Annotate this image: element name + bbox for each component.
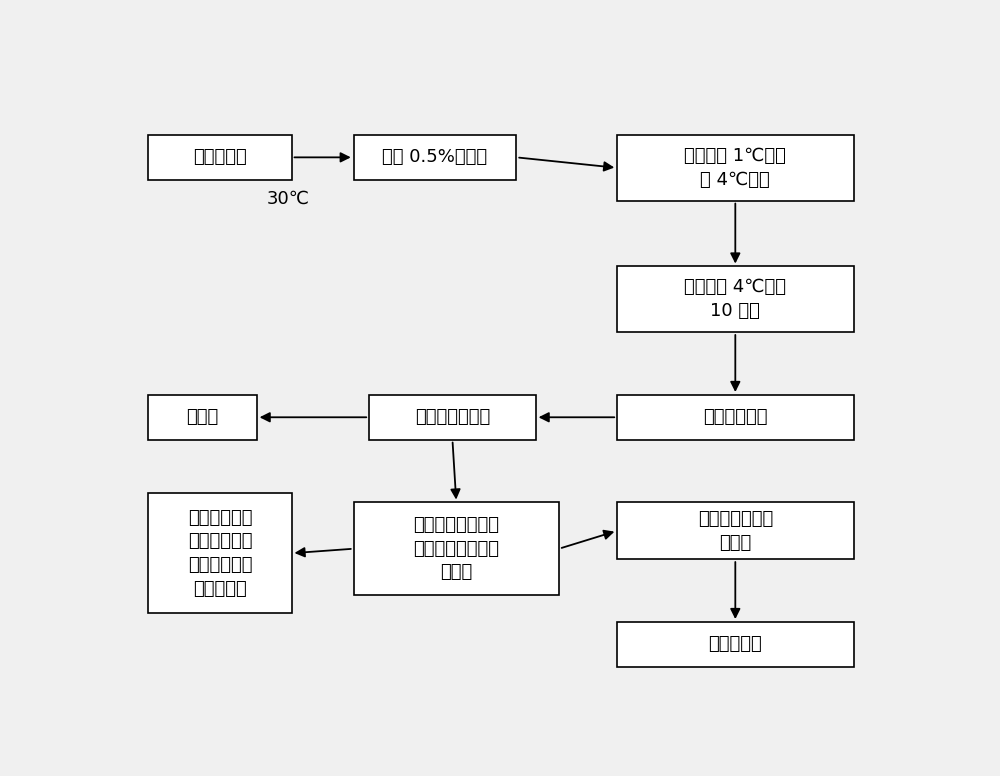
Bar (148, 395, 257, 440)
Bar (617, 395, 854, 440)
Text: 可调速螺杆泵: 可调速螺杆泵 (703, 408, 768, 426)
Text: 脂进入脂罐: 脂进入脂罐 (708, 636, 762, 653)
Bar (354, 135, 516, 180)
Text: 脱腊米棘油: 脱腊米棘油 (193, 148, 247, 166)
Text: 成品油: 成品油 (186, 408, 219, 426)
Bar (354, 502, 559, 595)
Bar (617, 502, 854, 559)
Bar (148, 135, 292, 180)
Bar (617, 266, 854, 332)
Text: 加入 0.5%活性碳: 加入 0.5%活性碳 (382, 148, 488, 166)
Text: 用脱腊油反洗
滤布，油进入
脱色塔，进一
步吸附色素: 用脱腊油反洗 滤布，油进入 脱色塔，进一 步吸附色素 (188, 509, 252, 598)
Text: 保温的布袋过滤
器抛光: 保温的布袋过滤 器抛光 (698, 510, 773, 552)
Text: 隔膜过滤机过滤: 隔膜过滤机过滤 (415, 408, 490, 426)
Bar (617, 622, 854, 667)
Text: 30℃: 30℃ (266, 190, 309, 208)
Text: 保持温度 4℃养晶
10 小时: 保持温度 4℃养晶 10 小时 (684, 279, 786, 320)
Bar (148, 494, 292, 613)
Text: 卸脂融化后用板框
过滤机过滤。滤出
活性碳: 卸脂融化后用板框 过滤机过滤。滤出 活性碳 (413, 516, 499, 581)
Text: 每小时降 1℃，终
油 4℃结晶: 每小时降 1℃，终 油 4℃结晶 (684, 147, 786, 189)
Bar (369, 395, 536, 440)
Bar (617, 135, 854, 201)
